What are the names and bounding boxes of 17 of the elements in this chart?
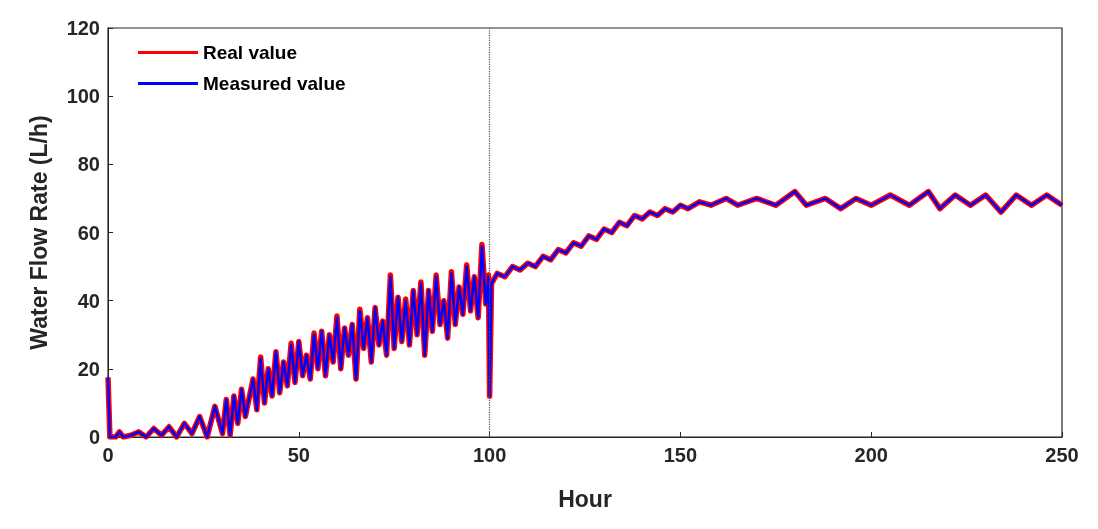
- x-axis-title: Hour: [558, 485, 612, 512]
- x-tick-label: 150: [663, 444, 698, 466]
- y-tick-label: 80: [77, 153, 100, 176]
- x-tick-label: 0: [102, 444, 114, 466]
- x-tick-label: 250: [1045, 444, 1079, 466]
- y-tick-label: 20: [77, 357, 100, 380]
- y-tick-label: 100: [66, 85, 100, 108]
- x-tick-label: 50: [287, 444, 310, 466]
- legend-label: Real value: [203, 42, 297, 63]
- y-tick-label: 0: [88, 426, 100, 448]
- legend-label: Measured value: [203, 73, 346, 94]
- y-tick-label: 40: [77, 289, 100, 312]
- x-tick-label: 200: [854, 444, 888, 466]
- x-tick-label: 100: [472, 444, 507, 466]
- y-axis-title: Water Flow Rate (L/h): [25, 115, 52, 350]
- y-tick-label: 120: [66, 17, 100, 39]
- y-tick-label: 60: [77, 221, 100, 244]
